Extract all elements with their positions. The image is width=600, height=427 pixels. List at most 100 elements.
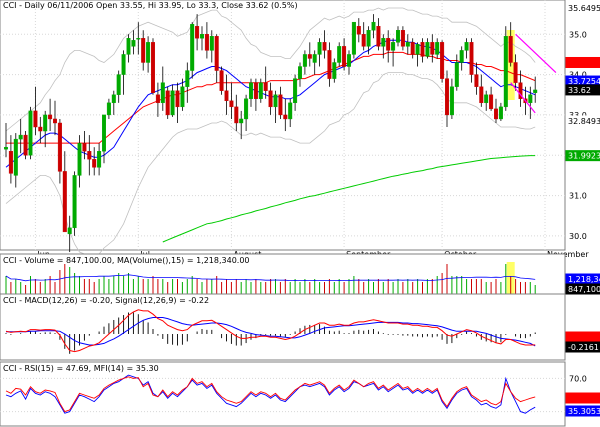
macd-lines bbox=[5, 309, 536, 353]
candle-body bbox=[449, 86, 454, 116]
candle-body bbox=[87, 151, 92, 160]
candle-body bbox=[224, 90, 229, 102]
volume-panel: 1,218,34847,100 CCI - Volume = 847,100.0… bbox=[0, 253, 600, 297]
candle-body bbox=[479, 86, 484, 104]
candle-body bbox=[498, 106, 503, 120]
macd-badge: -0.2161 bbox=[568, 343, 599, 352]
candle-body bbox=[28, 110, 33, 156]
price-panel-header: CCI - Daily 06/11/2006 Open 33.55, Hi 33… bbox=[3, 1, 298, 10]
candle-body bbox=[33, 110, 38, 128]
price-tick-label: 33.0 bbox=[569, 111, 587, 120]
candle-body bbox=[97, 151, 102, 168]
candle-body bbox=[38, 126, 43, 132]
rsi-value-badges: 47.6937 35.3053 bbox=[565, 392, 600, 417]
candle-body bbox=[214, 36, 219, 71]
bollinger-upper-line bbox=[5, 7, 536, 132]
candle-body bbox=[396, 30, 401, 43]
candle-body bbox=[170, 90, 175, 116]
candle-body bbox=[371, 21, 376, 31]
price-badge-bg bbox=[565, 150, 600, 162]
candle-body bbox=[146, 42, 151, 63]
candle-body bbox=[278, 94, 283, 116]
candle-body bbox=[101, 114, 106, 152]
candle-body bbox=[410, 42, 415, 55]
price-badge: 32.8493 bbox=[568, 117, 600, 126]
candle-body bbox=[92, 159, 97, 168]
candle-body bbox=[518, 82, 523, 99]
candle-body bbox=[150, 42, 155, 93]
candle-body bbox=[185, 70, 190, 87]
candle-body bbox=[440, 42, 445, 79]
candle-body bbox=[199, 34, 204, 39]
candle-body bbox=[106, 102, 111, 116]
candle-body bbox=[366, 30, 371, 47]
candle-body bbox=[302, 54, 307, 67]
price-panel: 35.034.033.032.031.030.0 35.649534.30493… bbox=[0, 0, 600, 259]
macd-line bbox=[5, 309, 536, 353]
volume-badge: 847,100 bbox=[568, 285, 600, 294]
price-trendlines bbox=[510, 33, 557, 114]
ma-200-line bbox=[162, 155, 536, 243]
candle-body bbox=[180, 86, 185, 108]
candle-body bbox=[469, 42, 474, 75]
candle-body bbox=[263, 82, 268, 91]
mfi-line bbox=[5, 374, 536, 414]
candle-body bbox=[445, 78, 450, 116]
candle-body bbox=[464, 42, 469, 51]
candle-body bbox=[126, 38, 131, 55]
rsi-line bbox=[5, 376, 536, 413]
volume-value-badges: 1,218,34847,100 bbox=[565, 273, 600, 295]
candle-body bbox=[13, 138, 18, 176]
rsi-badge-bg bbox=[565, 392, 600, 404]
candle-body bbox=[268, 90, 273, 108]
macd-panel-header: CCI - MACD(12,26) = -0.20, Signal(12,26,… bbox=[3, 296, 209, 305]
candle-body bbox=[57, 122, 62, 172]
price-badge-bg bbox=[565, 115, 600, 127]
candle-body bbox=[258, 82, 263, 99]
candle-body bbox=[136, 38, 141, 40]
candle-body bbox=[165, 90, 170, 116]
macd-panel: -0.1980-0.2161 CCI - MACD(12,26) = -0.20… bbox=[0, 293, 600, 361]
candle-body bbox=[8, 151, 13, 174]
price-tick-label: 31.0 bbox=[569, 192, 587, 201]
price-badge: 33.7254 bbox=[568, 77, 600, 86]
candle-body bbox=[337, 46, 342, 63]
candle-body bbox=[342, 46, 347, 67]
candle-body bbox=[18, 134, 23, 140]
rsi-badge: 47.6937 bbox=[568, 394, 600, 403]
candle-body bbox=[23, 134, 28, 156]
candle-body bbox=[322, 42, 327, 51]
candle-body bbox=[48, 114, 53, 120]
price-badge: 34.3049 bbox=[568, 58, 600, 67]
price-badge-bg bbox=[565, 2, 600, 14]
date-tick-label: November bbox=[547, 250, 589, 259]
candle-body bbox=[116, 74, 121, 95]
candle-body bbox=[508, 36, 513, 63]
price-candles bbox=[3, 14, 538, 253]
candle-body bbox=[361, 34, 366, 47]
volume-panel-header: CCI - Volume = 847,100.00, MA(Volume(),1… bbox=[3, 256, 250, 265]
candle-body bbox=[317, 42, 322, 55]
candle-body bbox=[239, 118, 244, 124]
candle-body bbox=[131, 40, 136, 47]
macd-badge: -0.1980 bbox=[568, 333, 599, 342]
candle-body bbox=[62, 171, 67, 233]
rsi-badge-bg bbox=[565, 405, 600, 417]
rsi-badge: 35.3053 bbox=[568, 407, 600, 416]
candle-body bbox=[155, 94, 160, 104]
candle-body bbox=[494, 108, 499, 120]
candle-body bbox=[298, 66, 303, 79]
candle-body bbox=[533, 89, 538, 93]
candle-body bbox=[454, 62, 459, 87]
price-tick-label: 30.0 bbox=[569, 232, 587, 241]
candle-body bbox=[3, 146, 8, 150]
candle-body bbox=[190, 23, 195, 71]
volume-badge: 1,218,34 bbox=[568, 275, 600, 284]
candle-body bbox=[312, 54, 317, 63]
volume-ma-line bbox=[5, 274, 536, 282]
price-tick-label: 35.0 bbox=[569, 30, 587, 39]
candle-body bbox=[332, 62, 337, 79]
candle-body bbox=[435, 42, 440, 55]
